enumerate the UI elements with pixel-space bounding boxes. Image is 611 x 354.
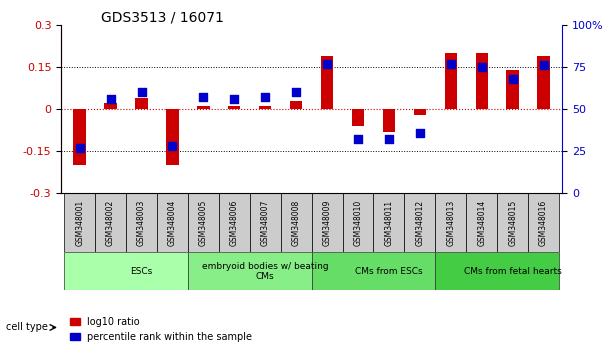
Point <box>415 130 425 136</box>
Text: embryoid bodies w/ beating
CMs: embryoid bodies w/ beating CMs <box>202 262 329 281</box>
Bar <box>382 109 395 132</box>
FancyBboxPatch shape <box>343 193 373 252</box>
Bar <box>475 53 488 109</box>
Point <box>446 61 456 67</box>
FancyBboxPatch shape <box>312 252 435 290</box>
Text: ESCs: ESCs <box>130 267 153 276</box>
Legend: log10 ratio, percentile rank within the sample: log10 ratio, percentile rank within the … <box>66 313 256 346</box>
Text: GSM348003: GSM348003 <box>137 200 146 246</box>
FancyBboxPatch shape <box>404 193 435 252</box>
FancyBboxPatch shape <box>280 193 312 252</box>
Text: GSM348009: GSM348009 <box>323 200 332 246</box>
Text: GSM348006: GSM348006 <box>230 200 239 246</box>
Point <box>477 64 486 70</box>
Text: GSM348016: GSM348016 <box>539 200 548 246</box>
FancyBboxPatch shape <box>188 252 312 290</box>
Bar <box>259 106 271 109</box>
Text: GSM348004: GSM348004 <box>168 200 177 246</box>
FancyBboxPatch shape <box>497 193 528 252</box>
Point <box>539 62 549 68</box>
Bar <box>228 106 241 109</box>
Text: GSM348001: GSM348001 <box>75 200 84 246</box>
Bar <box>507 70 519 109</box>
Point <box>106 96 115 102</box>
FancyBboxPatch shape <box>188 193 219 252</box>
Text: GSM348007: GSM348007 <box>261 200 269 246</box>
Text: CMs from ESCs: CMs from ESCs <box>355 267 423 276</box>
Bar <box>166 109 178 165</box>
Bar <box>352 109 364 126</box>
FancyBboxPatch shape <box>435 193 466 252</box>
FancyBboxPatch shape <box>466 193 497 252</box>
Point <box>508 76 518 81</box>
FancyBboxPatch shape <box>64 193 95 252</box>
FancyBboxPatch shape <box>528 193 559 252</box>
FancyBboxPatch shape <box>250 193 280 252</box>
FancyBboxPatch shape <box>157 193 188 252</box>
Point <box>384 137 394 142</box>
Point <box>167 143 177 149</box>
Text: GSM348012: GSM348012 <box>415 200 425 246</box>
Text: cell type: cell type <box>6 322 48 332</box>
Point <box>75 145 84 151</box>
Bar <box>445 53 457 109</box>
Bar <box>73 109 86 165</box>
Bar <box>135 98 148 109</box>
Point <box>322 61 332 67</box>
Text: CMs from fetal hearts: CMs from fetal hearts <box>464 267 562 276</box>
Text: GSM348002: GSM348002 <box>106 200 115 246</box>
Point <box>137 89 147 95</box>
Point <box>229 96 239 102</box>
Bar <box>197 106 210 109</box>
Bar <box>414 109 426 115</box>
FancyBboxPatch shape <box>435 252 559 290</box>
Point <box>291 89 301 95</box>
Bar <box>290 101 302 109</box>
Text: GSM348015: GSM348015 <box>508 200 517 246</box>
Text: GSM348010: GSM348010 <box>354 200 362 246</box>
FancyBboxPatch shape <box>95 193 126 252</box>
Point <box>199 95 208 100</box>
Text: GDS3513 / 16071: GDS3513 / 16071 <box>101 11 224 25</box>
Bar <box>538 56 550 109</box>
Point <box>260 95 270 100</box>
FancyBboxPatch shape <box>64 252 188 290</box>
Text: GSM348005: GSM348005 <box>199 200 208 246</box>
Text: GSM348008: GSM348008 <box>291 200 301 246</box>
Point <box>353 137 363 142</box>
FancyBboxPatch shape <box>373 193 404 252</box>
Text: GSM348013: GSM348013 <box>446 200 455 246</box>
FancyBboxPatch shape <box>126 193 157 252</box>
Bar <box>104 103 117 109</box>
Bar <box>321 56 333 109</box>
Text: GSM348014: GSM348014 <box>477 200 486 246</box>
FancyBboxPatch shape <box>312 193 343 252</box>
FancyBboxPatch shape <box>219 193 250 252</box>
Text: GSM348011: GSM348011 <box>384 200 393 246</box>
